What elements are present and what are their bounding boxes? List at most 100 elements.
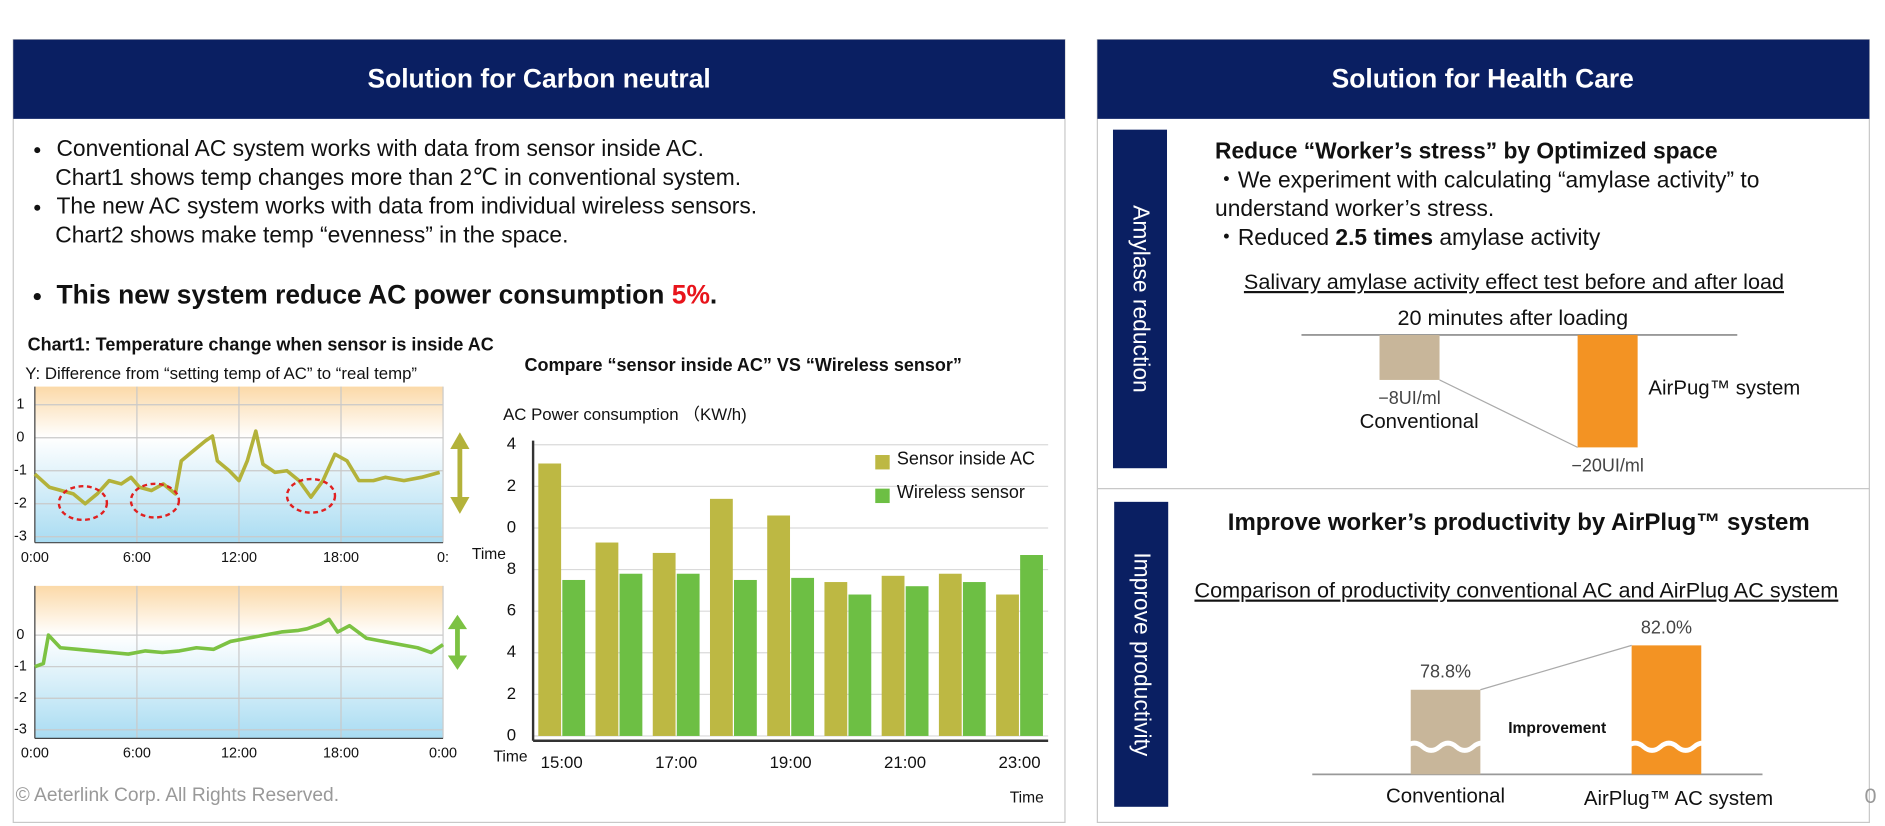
bar: [938, 573, 962, 736]
side-label: Improve productivity: [1130, 552, 1156, 757]
chart-title: Compare “sensor inside AC” VS “Wireless …: [525, 355, 962, 375]
highlight-end: .: [710, 280, 717, 310]
section-result: ・Reduced 2.5 times amylase activity: [1215, 224, 1601, 250]
right-header: [1097, 39, 1870, 119]
axis-break: [1404, 740, 1492, 753]
side-label: Amylase reduction: [1128, 205, 1154, 393]
y-tick-label: -2: [14, 690, 27, 706]
section-text: understand worker’s stress.: [1215, 195, 1494, 221]
x-axis-label: Time: [472, 546, 506, 563]
x-tick-label: 12:00: [221, 746, 257, 762]
y-tick-label: 8: [507, 559, 516, 578]
bar: [881, 575, 905, 736]
legend-label: Sensor inside AC: [897, 449, 1035, 469]
bar: [905, 586, 929, 736]
x-tick-label: 21:00: [884, 753, 926, 772]
range-arrow: [450, 432, 470, 514]
x-tick-label: 0:00: [21, 746, 49, 762]
value-label: 78.8%: [1420, 662, 1471, 682]
y-tick-label: 6: [507, 601, 516, 620]
bar: [595, 542, 619, 736]
legend-label: Wireless sensor: [897, 482, 1025, 502]
bar: [1379, 334, 1440, 380]
x-tick-label: 0:00: [429, 746, 457, 762]
highlight-ellipse: [57, 485, 109, 522]
x-tick-label: 6:00: [123, 550, 151, 566]
right-title: Solution for Health Care: [1332, 63, 1634, 93]
legend-swatch: [875, 488, 890, 504]
chart-title: Salivary amylase activity effect test be…: [1244, 269, 1784, 294]
bullet-text: Chart1 shows temp changes more than 2℃ i…: [55, 164, 741, 190]
bullet: [34, 204, 41, 211]
x-tick-label: 18:00: [323, 746, 359, 762]
x-tick-label: 17:00: [655, 753, 697, 772]
bullet: [33, 292, 41, 301]
bullet-text: The new AC system works with data from i…: [56, 193, 757, 219]
x-tick-label: 0:00: [21, 550, 49, 566]
connector: [1480, 644, 1632, 691]
y-tick-label: 2: [507, 476, 516, 495]
bar: [676, 573, 700, 736]
highlight-ellipse: [285, 477, 337, 514]
chart-title: Chart1: Temperature change when sensor i…: [28, 335, 494, 355]
annotation: Improvement: [1508, 720, 1606, 737]
bar: [1577, 334, 1638, 448]
bar: [1410, 689, 1481, 775]
x-tick-label: 0:: [437, 550, 449, 566]
bar: [767, 515, 791, 736]
y-tick-label: 0: [507, 725, 516, 744]
value-label: −20UI/ml: [1571, 455, 1644, 475]
y-tick-label: 2: [507, 684, 516, 703]
bar: [619, 573, 643, 736]
y-tick-label: 0: [16, 627, 24, 643]
y-tick-label: 1: [16, 397, 24, 413]
bar: [848, 594, 872, 736]
y-tick-label: -3: [14, 722, 27, 738]
section-heading: Improve worker’s productivity by AirPlug…: [1228, 509, 1810, 536]
y-tick-label: -3: [14, 529, 27, 545]
value-label: −8UI/ml: [1378, 388, 1441, 408]
x-tick-label: 12:00: [221, 550, 257, 566]
side-label-box: [1112, 129, 1168, 469]
bar: [962, 582, 986, 736]
bar: [824, 582, 848, 736]
chart-subtitle: 20 minutes after loading: [1397, 305, 1628, 330]
x-axis-label: Time: [493, 749, 527, 766]
y-tick-label: -1: [14, 658, 27, 674]
chart-title: Comparison of productivity conventional …: [1194, 578, 1838, 603]
highlight: This new system reduce AC power consumpt…: [56, 280, 717, 310]
section-heading: Reduce “Worker’s stress” by Optimized sp…: [1215, 138, 1718, 164]
x-tick-label: 18:00: [323, 550, 359, 566]
charts: 1 0 -1 -2 -3 0:00 6:00 12:00 18:00 0: Chart1: Temp…: [14, 269, 1838, 810]
result-text: ・Reduced: [1215, 224, 1335, 250]
x-tick-label: 6:00: [123, 746, 151, 762]
y-axis-label: AC Power consumption （KW/h): [503, 405, 747, 424]
y-tick-label: -2: [14, 496, 27, 512]
category-label: Conventional: [1360, 411, 1479, 433]
legend-swatch: [875, 455, 890, 470]
category-label: AirPug™ system: [1648, 377, 1800, 399]
highlight-value: 5%: [672, 280, 710, 310]
x-tick-label: 23:00: [999, 753, 1041, 772]
bar: [1020, 555, 1043, 736]
result-end: amylase activity: [1433, 224, 1601, 250]
y-tick-label: -1: [14, 463, 27, 479]
bar: [733, 579, 757, 736]
highlight-text: This new system reduce AC power consumpt…: [56, 280, 671, 310]
data-line: [34, 617, 445, 669]
result-bold: 2.5 times: [1335, 224, 1433, 250]
y-tick-label: 4: [507, 642, 516, 661]
x-tick-label: 19:00: [770, 753, 812, 772]
bar: [562, 579, 586, 736]
bullet-text: Conventional AC system works with data f…: [56, 135, 703, 161]
bar: [709, 498, 733, 736]
bullet: [34, 147, 41, 154]
category-label: Conventional: [1386, 786, 1505, 808]
category-label: AirPlug™ AC system: [1584, 788, 1773, 810]
range-arrow: [447, 614, 468, 670]
connector: [1439, 379, 1578, 448]
bar: [1631, 645, 1702, 775]
axis-break: [1625, 740, 1713, 753]
footer: © Aeterlink Corp. All Rights Reserved.: [16, 785, 339, 806]
